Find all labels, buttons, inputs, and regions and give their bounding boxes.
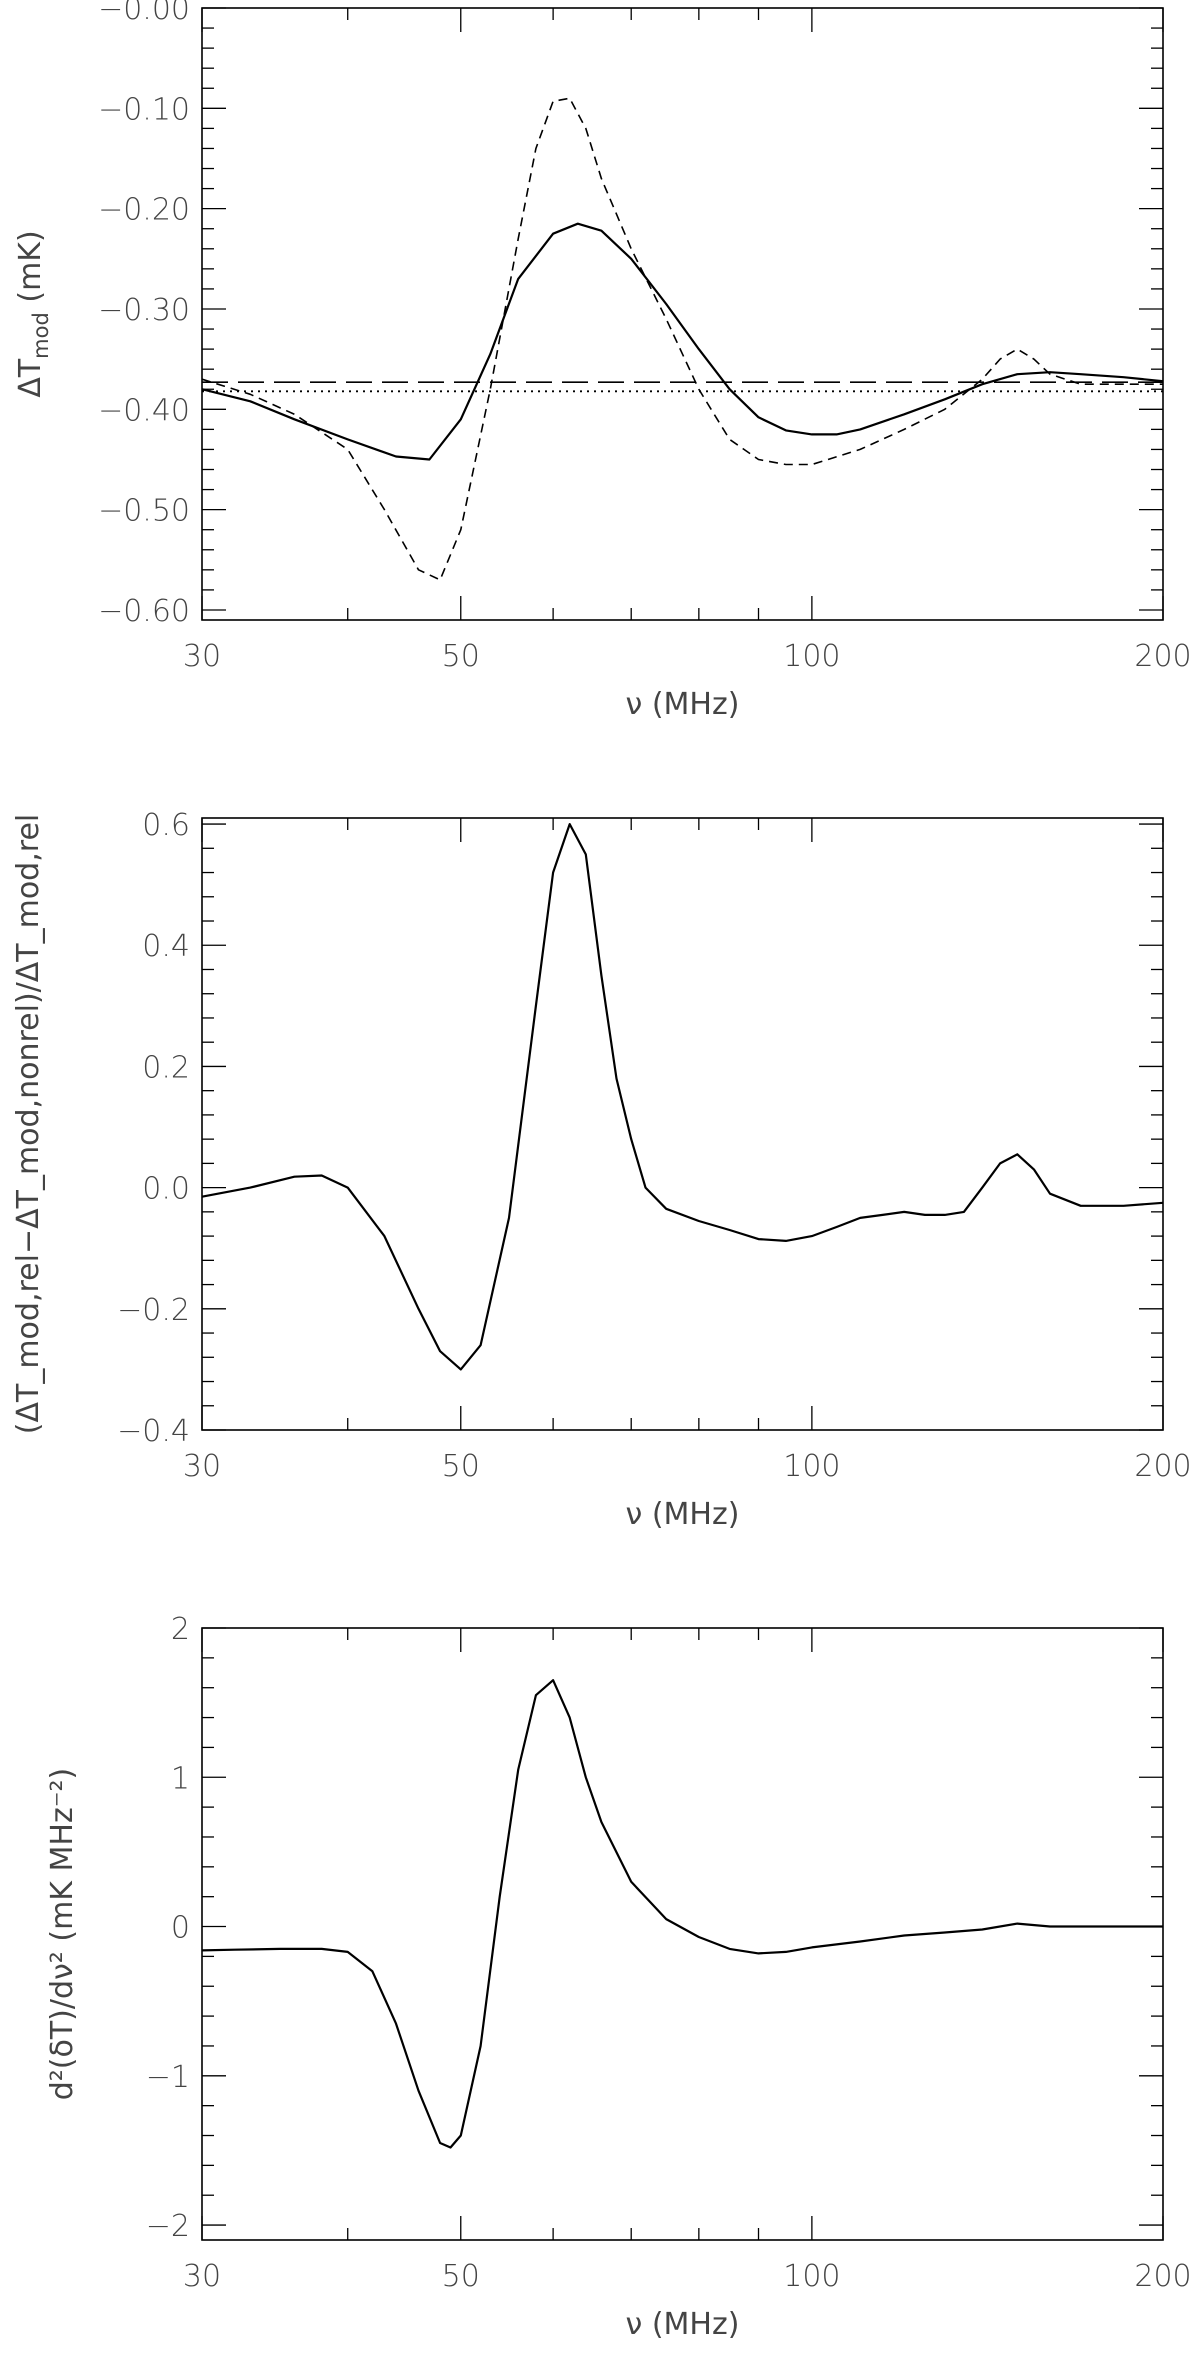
- series-lines: [201, 97, 1164, 581]
- x-tick-label: 100: [783, 1449, 840, 1484]
- series-solid-line: [201, 1679, 1163, 2149]
- plot-frame: [201, 7, 1164, 621]
- x-axis-title: ν (MHz): [626, 687, 740, 722]
- y-tick-label: −0.00: [98, 0, 190, 27]
- x-tick-label: 50: [442, 639, 480, 674]
- series-solid-line: [201, 222, 1164, 461]
- plot-frame: [201, 1627, 1164, 2241]
- series-lines: [201, 1679, 1163, 2149]
- y-tick-label: 2: [171, 1612, 190, 1647]
- y-axis-title: (ΔT_mod,rel−ΔT_mod,nonrel)/ΔT_mod,rel: [11, 814, 46, 1434]
- x-tick-label: 100: [783, 2259, 840, 2294]
- y-tick-label: −2: [146, 2209, 190, 2244]
- y-tick-label: 0.6: [142, 808, 190, 843]
- plot-frame: [201, 817, 1164, 1431]
- y-axis-title: ΔTmod (mK): [13, 230, 53, 397]
- series-solid-line: [201, 822, 1164, 1371]
- y-tick-label: 0: [171, 1911, 190, 1946]
- y-axis-title-main: ΔT: [13, 358, 48, 398]
- ticks: [201, 818, 1164, 1431]
- panel-middle: 0.6 0.4 0.2 0.0 −0.2 −0.4 30 50 100 200 …: [11, 808, 1192, 1532]
- y-tick-label: −0.20: [98, 193, 190, 228]
- panel-top: −0.00 −0.10 −0.20 −0.30 −0.40 −0.50 −0.6…: [13, 0, 1192, 722]
- ticks: [201, 7, 1164, 620]
- x-tick-label: 50: [442, 2259, 480, 2294]
- series-lines: [201, 822, 1164, 1371]
- x-tick-label: 100: [783, 639, 840, 674]
- x-tick-label: 200: [1134, 2259, 1191, 2294]
- x-tick-label: 30: [183, 639, 221, 674]
- y-tick-label: −0.60: [98, 594, 190, 629]
- x-tick-label: 30: [183, 1449, 221, 1484]
- y-axis-title: d²(δT)/dν² (mK MHz⁻²): [45, 1768, 80, 2101]
- y-tick-label: 0.4: [142, 929, 190, 964]
- y-tick-label: 0.0: [142, 1172, 190, 1207]
- y-tick-label: −0.10: [98, 92, 190, 127]
- y-tick-label: −0.50: [98, 494, 190, 529]
- y-tick-label: 1: [171, 1761, 190, 1796]
- x-tick-label: 200: [1134, 639, 1191, 674]
- x-axis-title: ν (MHz): [626, 1497, 740, 1532]
- y-axis-title-sub: mod: [29, 312, 53, 359]
- y-tick-label: −0.2: [117, 1293, 190, 1328]
- x-tick-label: 50: [442, 1449, 480, 1484]
- y-tick-label: −0.4: [117, 1414, 190, 1449]
- y-axis-title-tail: (mK): [13, 230, 48, 312]
- y-tick-label: −0.30: [98, 293, 190, 328]
- y-tick-label: −1: [146, 2060, 190, 2095]
- series-dashed-line: [201, 97, 1163, 581]
- y-tick-label: 0.2: [142, 1050, 190, 1085]
- panel-bottom: 2 1 0 −1 −2 30 50 100 200 ν (MHz) d²(δT)…: [45, 1612, 1192, 2342]
- x-axis-title: ν (MHz): [626, 2307, 740, 2342]
- x-tick-label: 30: [183, 2259, 221, 2294]
- y-tick-label: −0.40: [98, 393, 190, 428]
- ticks: [201, 1627, 1164, 2240]
- x-tick-label: 200: [1134, 1449, 1191, 1484]
